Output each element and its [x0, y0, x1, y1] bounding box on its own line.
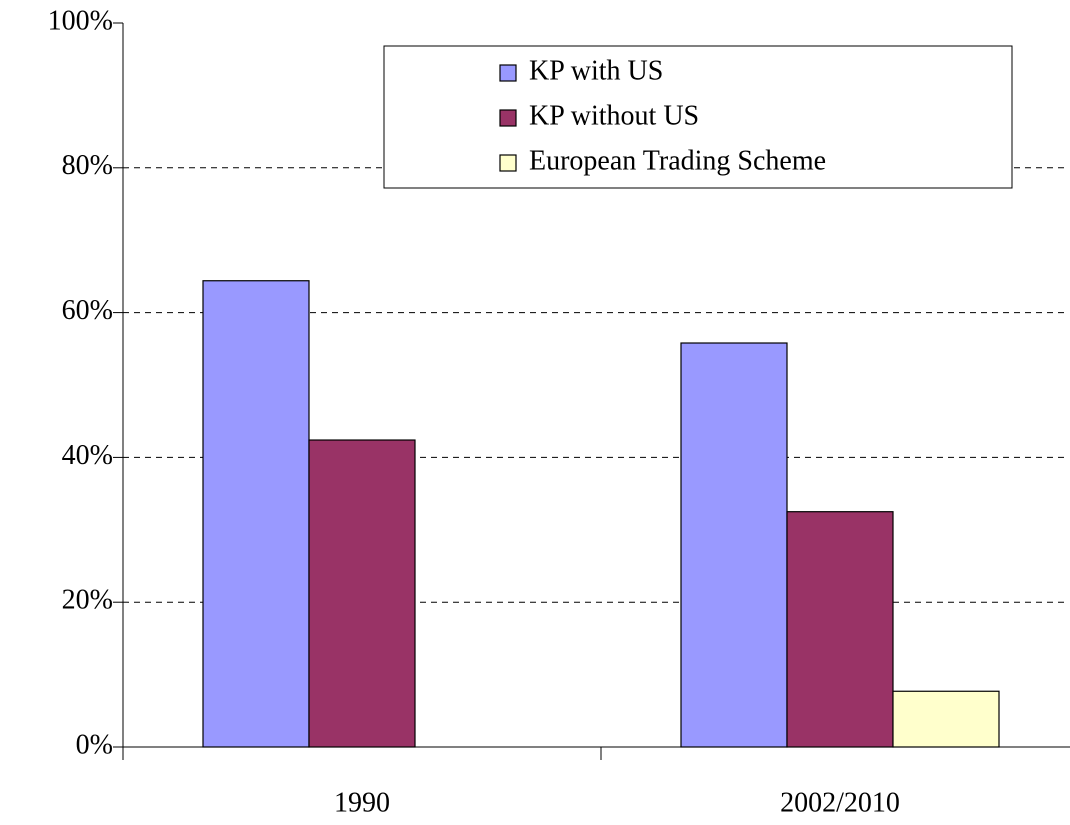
legend-label: KP with US [529, 55, 663, 86]
y-tick-label: 40% [62, 440, 113, 471]
y-tick-label: 0% [76, 729, 113, 760]
legend-swatch [499, 109, 517, 127]
y-tick-label: 80% [62, 150, 113, 181]
legend-label: European Trading Scheme [529, 145, 826, 176]
bar [680, 342, 788, 748]
x-tick-label: 2002/2010 [780, 787, 900, 818]
y-tick-label: 20% [62, 585, 113, 616]
bar [308, 439, 416, 748]
y-tick-label: 60% [62, 295, 113, 326]
legend-box [383, 45, 1013, 189]
y-tick-label: 100% [48, 5, 113, 36]
bar [202, 280, 310, 748]
bar [786, 511, 894, 748]
legend-swatch [499, 64, 517, 82]
legend-swatch [499, 154, 517, 172]
bar [892, 690, 1000, 748]
legend-label: KP without US [529, 100, 699, 131]
x-tick-label: 1990 [334, 787, 390, 818]
